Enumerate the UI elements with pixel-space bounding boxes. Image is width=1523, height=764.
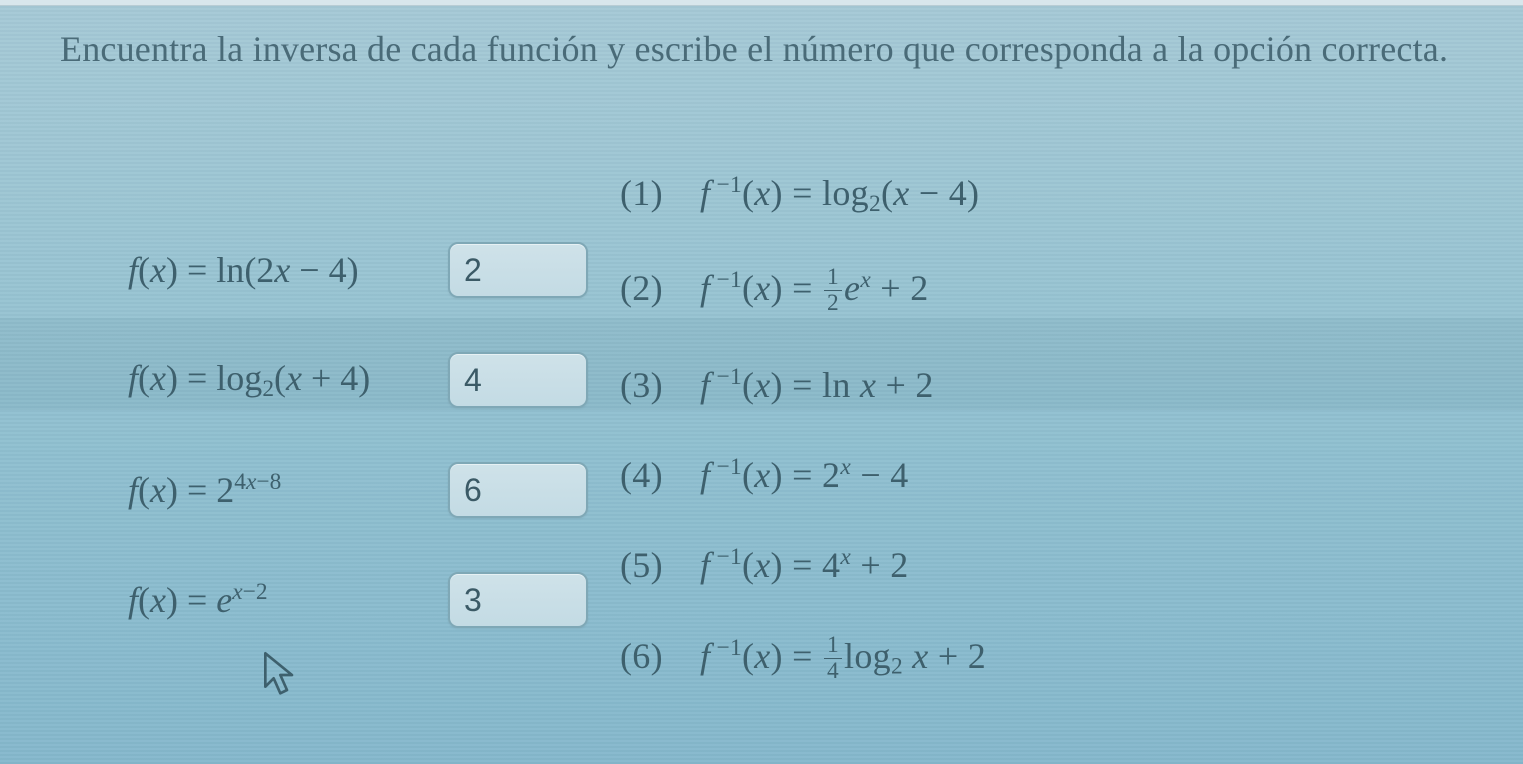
option-expression: f −1(x) = 12ex + 2 xyxy=(700,266,929,316)
option-row: (3) f −1(x) = ln x + 2 xyxy=(620,364,1520,406)
function-row: f(x) = log2(x + 4) xyxy=(128,352,598,408)
window-top-edge xyxy=(0,0,1523,6)
functions-column: f(x) = ln(2x − 4) f(x) = log2(x + 4) f(x… xyxy=(128,242,598,682)
option-row: (6) f −1(x) = 14log2 x + 2 xyxy=(620,634,1520,684)
function-row: f(x) = ln(2x − 4) xyxy=(128,242,598,298)
function-row: f(x) = ex−2 xyxy=(128,572,598,628)
question-panel: Encuentra la inversa de cada función y e… xyxy=(60,22,1483,754)
option-number: (3) xyxy=(620,364,700,406)
function-row: f(x) = 24x−8 xyxy=(128,462,598,518)
function-expression: f(x) = log2(x + 4) xyxy=(128,357,448,403)
option-number: (1) xyxy=(620,172,700,214)
option-number: (4) xyxy=(620,454,700,496)
answer-input-4[interactable] xyxy=(448,572,588,628)
option-expression: f −1(x) = log2(x − 4) xyxy=(700,172,979,218)
answer-input-1[interactable] xyxy=(448,242,588,298)
option-number: (5) xyxy=(620,544,700,586)
option-expression: f −1(x) = 4x + 2 xyxy=(700,544,909,586)
option-number: (6) xyxy=(620,635,700,677)
option-expression: f −1(x) = 14log2 x + 2 xyxy=(700,634,986,684)
options-column: (1) f −1(x) = log2(x − 4) (2) f −1(x) = … xyxy=(620,172,1520,731)
option-expression: f −1(x) = 2x − 4 xyxy=(700,454,909,496)
option-row: (1) f −1(x) = log2(x − 4) xyxy=(620,172,1520,218)
function-expression: f(x) = ex−2 xyxy=(128,579,448,621)
option-number: (2) xyxy=(620,267,700,309)
option-row: (5) f −1(x) = 4x + 2 xyxy=(620,544,1520,586)
answer-input-2[interactable] xyxy=(448,352,588,408)
function-expression: f(x) = 24x−8 xyxy=(128,469,448,511)
option-row: (2) f −1(x) = 12ex + 2 xyxy=(620,266,1520,316)
option-expression: f −1(x) = ln x + 2 xyxy=(700,364,934,406)
answer-input-3[interactable] xyxy=(448,462,588,518)
option-row: (4) f −1(x) = 2x − 4 xyxy=(620,454,1520,496)
function-expression: f(x) = ln(2x − 4) xyxy=(128,249,448,291)
instruction-text: Encuentra la inversa de cada función y e… xyxy=(60,22,1483,76)
